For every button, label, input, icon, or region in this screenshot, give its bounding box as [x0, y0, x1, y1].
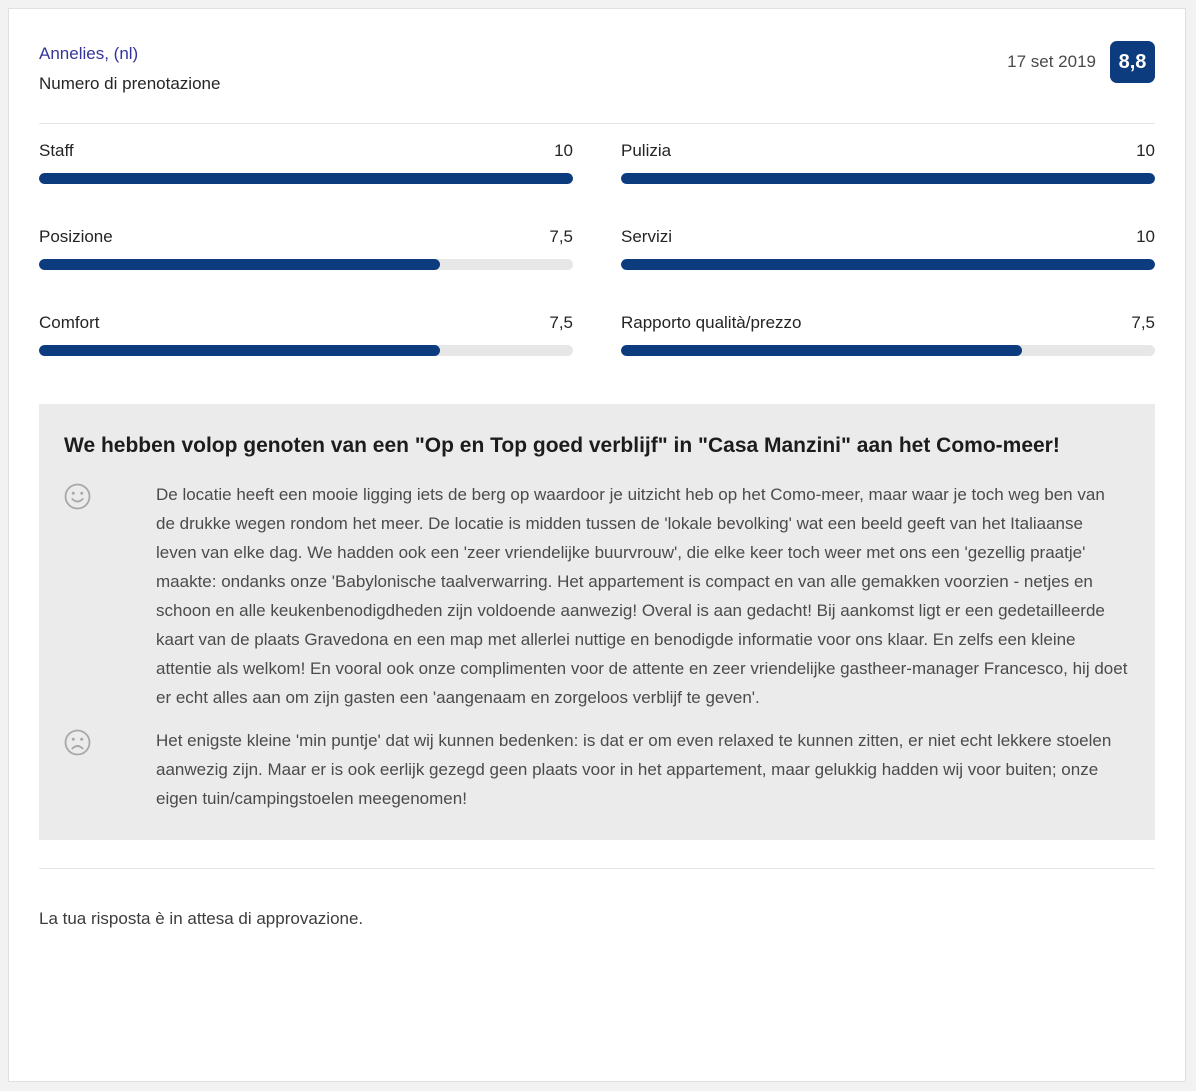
review-date: 17 set 2019 [1007, 52, 1096, 71]
score-bar-track [621, 259, 1155, 270]
score-bar-fill [621, 345, 1022, 356]
score-bar-track [39, 345, 573, 356]
score-value: 7,5 [549, 313, 573, 332]
review-text-box: We hebben volop genoten van een "Op en T… [39, 404, 1155, 840]
guest-name: Annelies, (nl) [39, 44, 139, 63]
happy-face-icon [64, 480, 156, 510]
score-bar-track [39, 173, 573, 184]
score-value: 10 [1136, 227, 1155, 246]
score-bar-track [621, 345, 1155, 356]
score-label: Servizi [621, 227, 673, 246]
score-value: 7,5 [1131, 313, 1155, 332]
score-bar-track [621, 173, 1155, 184]
category-scores: Staff 10 Pulizia 10 Posizione 7,5 [39, 124, 1155, 399]
review-header: Annelies, (nl) Numero di prenotazione 17… [39, 39, 1155, 124]
score-row-pulizia: Pulizia 10 [621, 141, 1155, 184]
score-bar-fill [39, 259, 440, 270]
score-value: 10 [554, 141, 573, 160]
score-bar-fill [621, 259, 1155, 270]
score-label: Posizione [39, 227, 113, 246]
score-label: Comfort [39, 313, 100, 332]
positive-review-item: De locatie heeft een mooie ligging iets … [64, 480, 1130, 712]
negative-review-item: Het enigste kleine 'min puntje' dat wij … [64, 726, 1130, 813]
score-bar-fill [39, 173, 573, 184]
positive-review-text: De locatie heeft een mooie ligging iets … [156, 485, 1128, 707]
score-bar-fill [39, 345, 440, 356]
overall-score-badge: 8,8 [1110, 41, 1155, 83]
negative-review-text: Het enigste kleine 'min puntje' dat wij … [156, 731, 1112, 808]
guest-review-card: Annelies, (nl) Numero di prenotazione 17… [8, 8, 1186, 1082]
score-label: Rapporto qualità/prezzo [621, 313, 802, 332]
response-status-text: La tua risposta è in attesa di approvazi… [39, 909, 364, 928]
score-value: 7,5 [549, 227, 573, 246]
score-label: Pulizia [621, 141, 672, 160]
score-row-servizi: Servizi 10 [621, 227, 1155, 270]
review-title: We hebben volop genoten van een "Op en T… [64, 434, 1060, 457]
sad-face-icon [64, 726, 156, 756]
score-row-staff: Staff 10 [39, 141, 573, 184]
score-value: 10 [1136, 141, 1155, 160]
score-bar-track [39, 259, 573, 270]
review-meta: 17 set 2019 8,8 [1007, 41, 1155, 83]
score-row-comfort: Comfort 7,5 [39, 313, 573, 356]
response-status: La tua risposta è in attesa di approvazi… [39, 868, 1155, 929]
guest-info: Annelies, (nl) Numero di prenotazione [39, 39, 220, 99]
booking-number-label: Numero di prenotazione [39, 74, 221, 93]
score-label: Staff [39, 141, 74, 160]
score-row-posizione: Posizione 7,5 [39, 227, 573, 270]
score-bar-fill [621, 173, 1155, 184]
score-row-rapporto-qualita-prezzo: Rapporto qualità/prezzo 7,5 [621, 313, 1155, 356]
